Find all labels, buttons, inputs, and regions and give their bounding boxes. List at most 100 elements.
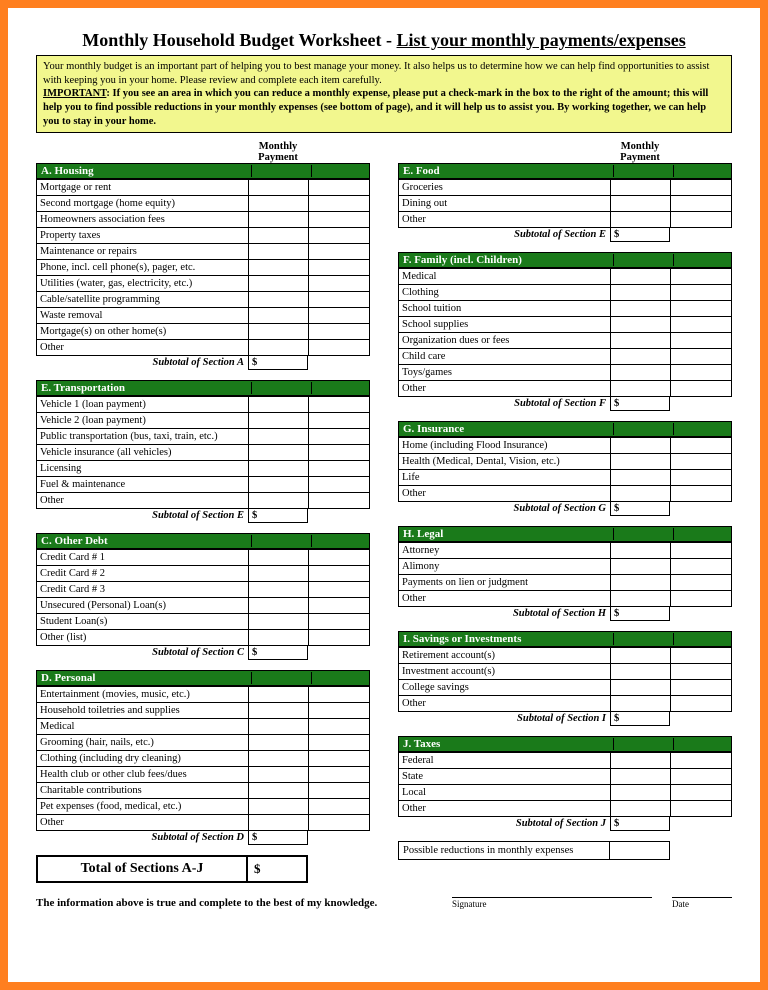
checkmark-cell[interactable] <box>309 767 370 783</box>
checkmark-cell[interactable] <box>671 317 732 333</box>
checkmark-cell[interactable] <box>309 228 370 244</box>
checkmark-cell[interactable] <box>309 413 370 429</box>
amount-cell[interactable] <box>249 614 309 630</box>
checkmark-cell[interactable] <box>309 630 370 646</box>
checkmark-cell[interactable] <box>671 196 732 212</box>
checkmark-cell[interactable] <box>309 212 370 228</box>
checkmark-cell[interactable] <box>309 735 370 751</box>
checkmark-cell[interactable] <box>309 196 370 212</box>
checkmark-cell[interactable] <box>309 815 370 831</box>
checkmark-cell[interactable] <box>309 276 370 292</box>
checkmark-cell[interactable] <box>671 349 732 365</box>
checkmark-cell[interactable] <box>671 438 732 454</box>
amount-cell[interactable] <box>611 470 671 486</box>
amount-cell[interactable] <box>249 783 309 799</box>
amount-cell[interactable] <box>611 591 671 607</box>
checkmark-cell[interactable] <box>309 614 370 630</box>
checkmark-cell[interactable] <box>671 269 732 285</box>
checkmark-cell[interactable] <box>671 753 732 769</box>
amount-cell[interactable] <box>611 454 671 470</box>
amount-cell[interactable] <box>611 486 671 502</box>
amount-cell[interactable] <box>249 180 309 196</box>
amount-cell[interactable] <box>249 244 309 260</box>
checkmark-cell[interactable] <box>309 703 370 719</box>
subtotal-amount[interactable]: $ <box>248 509 308 523</box>
amount-cell[interactable] <box>611 680 671 696</box>
amount-cell[interactable] <box>611 269 671 285</box>
amount-cell[interactable] <box>611 648 671 664</box>
checkmark-cell[interactable] <box>309 783 370 799</box>
amount-cell[interactable] <box>611 180 671 196</box>
checkmark-cell[interactable] <box>309 429 370 445</box>
amount-cell[interactable] <box>249 493 309 509</box>
checkmark-cell[interactable] <box>671 301 732 317</box>
subtotal-amount[interactable]: $ <box>610 228 670 242</box>
amount-cell[interactable] <box>611 317 671 333</box>
amount-cell[interactable] <box>611 769 671 785</box>
checkmark-cell[interactable] <box>309 260 370 276</box>
amount-cell[interactable] <box>611 438 671 454</box>
checkmark-cell[interactable] <box>671 381 732 397</box>
subtotal-amount[interactable]: $ <box>610 712 670 726</box>
amount-cell[interactable] <box>249 292 309 308</box>
checkmark-cell[interactable] <box>309 493 370 509</box>
subtotal-amount[interactable]: $ <box>610 397 670 411</box>
checkmark-cell[interactable] <box>309 550 370 566</box>
checkmark-cell[interactable] <box>671 212 732 228</box>
amount-cell[interactable] <box>249 598 309 614</box>
amount-cell[interactable] <box>611 333 671 349</box>
amount-cell[interactable] <box>249 799 309 815</box>
amount-cell[interactable] <box>249 276 309 292</box>
amount-cell[interactable] <box>611 664 671 680</box>
amount-cell[interactable] <box>249 413 309 429</box>
amount-cell[interactable] <box>249 429 309 445</box>
checkmark-cell[interactable] <box>309 244 370 260</box>
amount-cell[interactable] <box>249 735 309 751</box>
checkmark-cell[interactable] <box>309 397 370 413</box>
checkmark-cell[interactable] <box>309 719 370 735</box>
checkmark-cell[interactable] <box>671 591 732 607</box>
amount-cell[interactable] <box>611 785 671 801</box>
checkmark-cell[interactable] <box>671 696 732 712</box>
amount-cell[interactable] <box>249 340 309 356</box>
checkmark-cell[interactable] <box>671 785 732 801</box>
checkmark-cell[interactable] <box>671 664 732 680</box>
checkmark-cell[interactable] <box>671 543 732 559</box>
checkmark-cell[interactable] <box>309 799 370 815</box>
checkmark-cell[interactable] <box>671 365 732 381</box>
amount-cell[interactable] <box>249 630 309 646</box>
subtotal-amount[interactable]: $ <box>248 646 308 660</box>
amount-cell[interactable] <box>249 461 309 477</box>
amount-cell[interactable] <box>249 308 309 324</box>
amount-cell[interactable] <box>249 397 309 413</box>
amount-cell[interactable] <box>611 543 671 559</box>
amount-cell[interactable] <box>611 212 671 228</box>
amount-cell[interactable] <box>249 751 309 767</box>
amount-cell[interactable] <box>249 445 309 461</box>
checkmark-cell[interactable] <box>671 486 732 502</box>
checkmark-cell[interactable] <box>309 324 370 340</box>
checkmark-cell[interactable] <box>309 292 370 308</box>
checkmark-cell[interactable] <box>309 751 370 767</box>
amount-cell[interactable] <box>611 349 671 365</box>
checkmark-cell[interactable] <box>671 180 732 196</box>
checkmark-cell[interactable] <box>309 566 370 582</box>
checkmark-cell[interactable] <box>309 461 370 477</box>
amount-cell[interactable] <box>249 260 309 276</box>
checkmark-cell[interactable] <box>309 687 370 703</box>
checkmark-cell[interactable] <box>671 648 732 664</box>
checkmark-cell[interactable] <box>671 559 732 575</box>
subtotal-amount[interactable]: $ <box>610 502 670 516</box>
amount-cell[interactable] <box>611 301 671 317</box>
checkmark-cell[interactable] <box>309 340 370 356</box>
amount-cell[interactable] <box>249 477 309 493</box>
amount-cell[interactable] <box>249 719 309 735</box>
checkmark-cell[interactable] <box>309 477 370 493</box>
amount-cell[interactable] <box>611 365 671 381</box>
amount-cell[interactable] <box>249 228 309 244</box>
amount-cell[interactable] <box>249 212 309 228</box>
checkmark-cell[interactable] <box>309 180 370 196</box>
checkmark-cell[interactable] <box>309 445 370 461</box>
checkmark-cell[interactable] <box>309 308 370 324</box>
amount-cell[interactable] <box>249 815 309 831</box>
